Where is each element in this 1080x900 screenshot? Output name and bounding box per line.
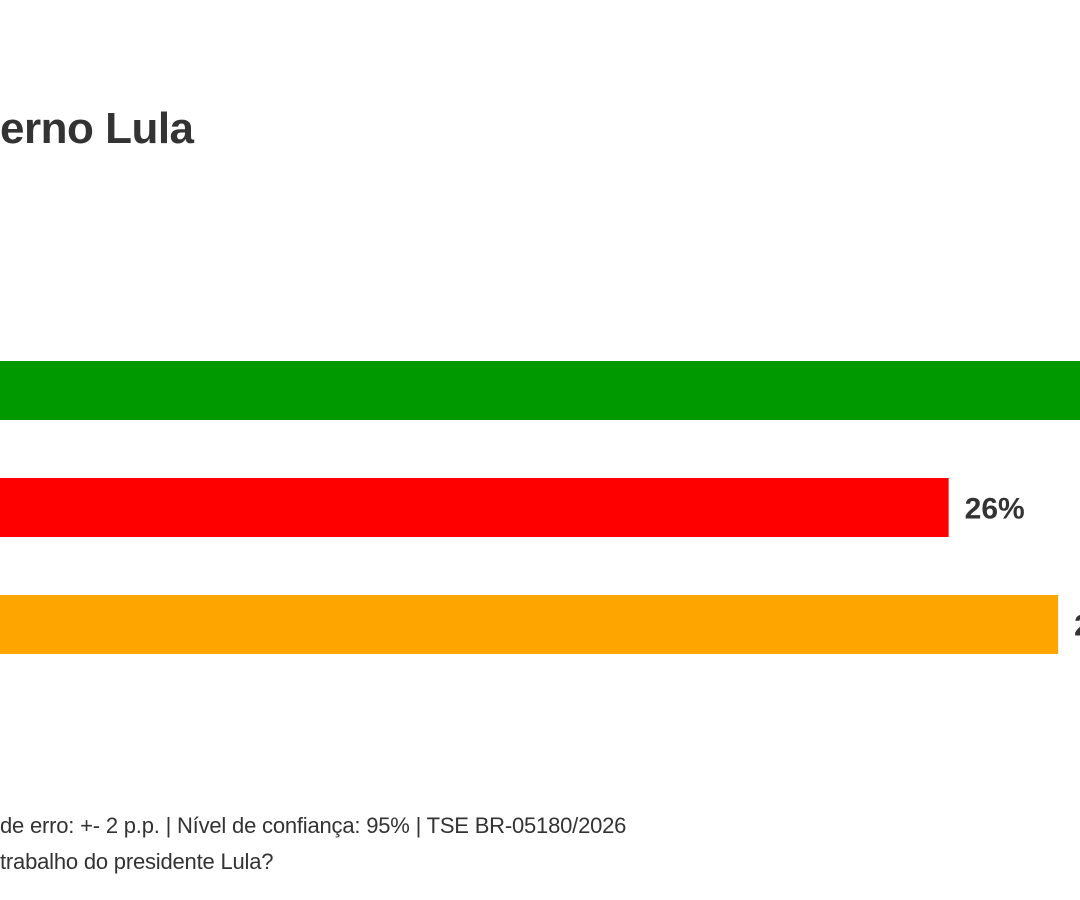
footer-note-margin-of-error: de erro: +- 2 p.p. | Nível de confiança:… <box>0 813 627 838</box>
bar-3-value-label: 29% <box>1074 610 1080 643</box>
bar-3 <box>0 595 1059 654</box>
bar-2 <box>0 478 949 537</box>
chart-title: erno Lula <box>0 104 194 153</box>
bar-1 <box>0 361 1080 420</box>
footer-note-question: trabalho do presidente Lula? <box>0 849 274 874</box>
bar-2-value-label: 26% <box>965 493 1025 526</box>
